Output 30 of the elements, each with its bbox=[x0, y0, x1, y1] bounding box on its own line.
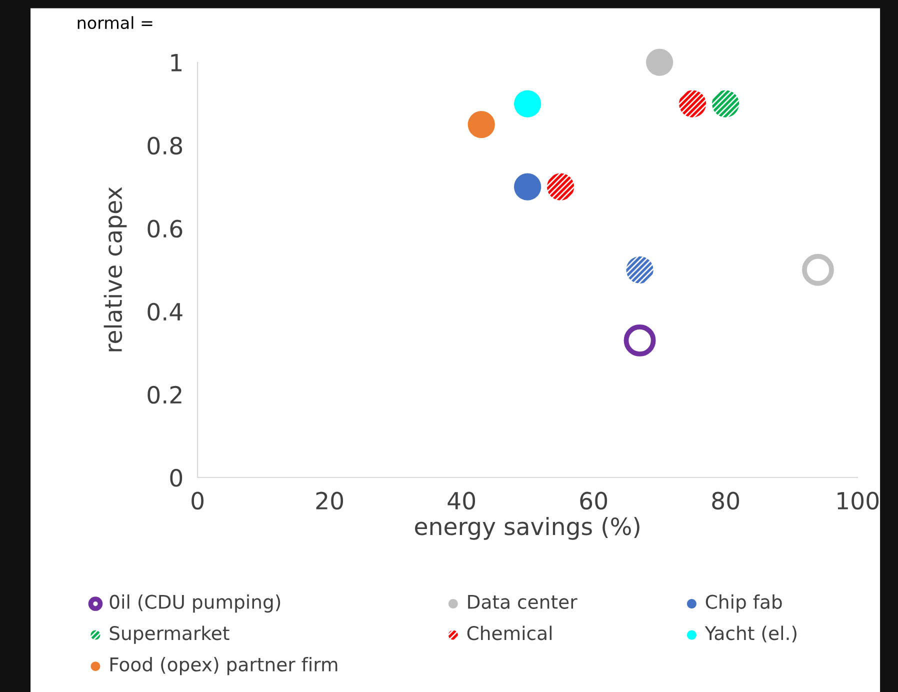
text: normal = bbox=[78, 16, 152, 30]
legend-label: Supermarket bbox=[110, 626, 230, 644]
x-tick-label: 0 bbox=[192, 492, 204, 510]
y-tick-label: 0.6 bbox=[148, 220, 182, 238]
point bbox=[468, 111, 495, 138]
point bbox=[626, 256, 654, 284]
y-axis-title: relative capex bbox=[104, 187, 127, 352]
x-tick-label: 80 bbox=[712, 492, 740, 510]
y-tick-label: 0.2 bbox=[148, 386, 182, 404]
y-tick-label: 0.8 bbox=[148, 136, 182, 155]
x-tick-label: 40 bbox=[448, 492, 476, 510]
point bbox=[679, 90, 706, 118]
x-tick-label: 100 bbox=[838, 492, 879, 510]
point bbox=[712, 90, 740, 118]
legend-label: Chip fab bbox=[706, 594, 782, 613]
legend-label: Chemical bbox=[467, 626, 552, 640]
legend-label: Yacht (el.) bbox=[704, 626, 796, 642]
x-axis-title: energy savings (%) bbox=[415, 517, 640, 540]
legend-label: 0il (CDU pumping) bbox=[110, 594, 280, 613]
y-tick-label: 0.4 bbox=[148, 302, 182, 321]
x-tick-label: 60 bbox=[580, 492, 608, 510]
point bbox=[624, 324, 656, 356]
legend-label: Data center bbox=[468, 595, 578, 609]
point bbox=[514, 173, 542, 200]
y-tick-label: 0 bbox=[170, 468, 182, 487]
legend-label: Food (opex) partner firm bbox=[110, 656, 338, 676]
y-tick-label: 1 bbox=[171, 54, 182, 72]
point bbox=[547, 173, 574, 200]
x-tick-label: 20 bbox=[316, 492, 344, 510]
point bbox=[514, 90, 542, 118]
